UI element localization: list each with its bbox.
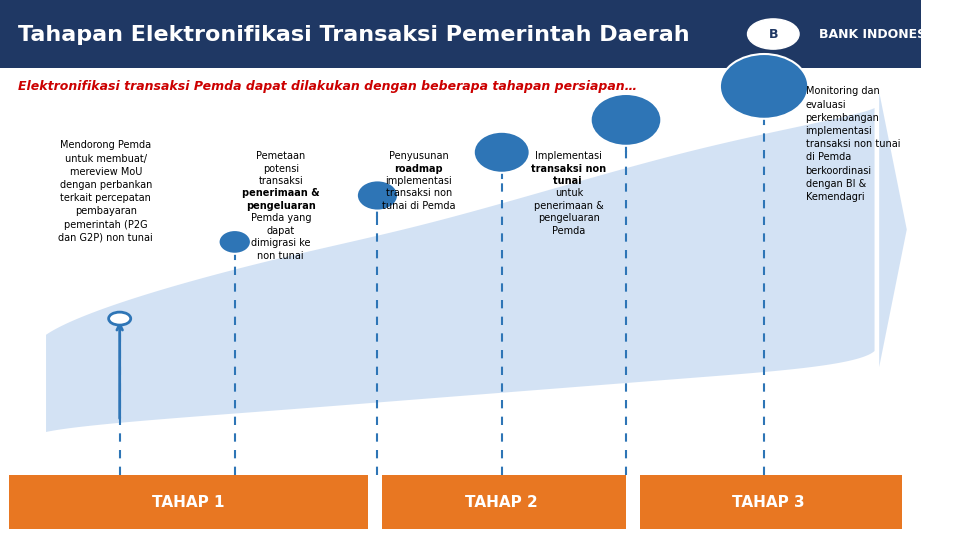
Text: transaksi non: transaksi non — [532, 164, 607, 174]
Text: Pemetaan: Pemetaan — [256, 151, 305, 161]
Circle shape — [108, 312, 131, 325]
FancyBboxPatch shape — [636, 475, 902, 529]
Text: pengeluaran: pengeluaran — [538, 213, 600, 224]
Text: Tahapan Elektronifikasi Transaksi Pemerintah Daerah: Tahapan Elektronifikasi Transaksi Pemeri… — [18, 25, 690, 45]
Text: implementasi: implementasi — [386, 176, 452, 186]
Text: dapat: dapat — [267, 226, 295, 236]
Ellipse shape — [720, 54, 808, 119]
FancyBboxPatch shape — [10, 475, 369, 529]
Text: TAHAP 2: TAHAP 2 — [466, 495, 539, 510]
Text: dimigrasi ke: dimigrasi ke — [251, 238, 310, 248]
Text: untuk: untuk — [555, 188, 583, 199]
Ellipse shape — [219, 230, 251, 254]
Text: transaksi: transaksi — [258, 176, 303, 186]
Text: penerimaan &: penerimaan & — [534, 201, 604, 211]
Text: transaksi non: transaksi non — [386, 188, 452, 199]
Polygon shape — [46, 108, 875, 432]
Text: penerimaan &: penerimaan & — [242, 188, 320, 199]
Text: tunai: tunai — [553, 176, 585, 186]
FancyBboxPatch shape — [0, 0, 921, 68]
Ellipse shape — [357, 180, 398, 211]
Text: Monitoring dan
evaluasi
perkembangan
implementasi
transaksi non tunai
di Pemda
b: Monitoring dan evaluasi perkembangan imp… — [805, 86, 900, 202]
Text: non tunai: non tunai — [257, 251, 304, 261]
Text: potensi: potensi — [263, 164, 299, 174]
Text: Pemda: Pemda — [552, 226, 586, 236]
Circle shape — [748, 19, 799, 49]
Text: Penyusunan: Penyusunan — [389, 151, 448, 161]
Text: TAHAP 3: TAHAP 3 — [732, 495, 805, 510]
Text: roadmap: roadmap — [395, 164, 444, 174]
Ellipse shape — [473, 132, 530, 173]
Text: tunai di Pemda: tunai di Pemda — [382, 201, 456, 211]
Ellipse shape — [590, 94, 661, 146]
Polygon shape — [879, 92, 907, 367]
Text: BANK INDONESIA: BANK INDONESIA — [819, 28, 941, 40]
FancyBboxPatch shape — [377, 475, 626, 529]
FancyBboxPatch shape — [372, 475, 382, 529]
FancyBboxPatch shape — [631, 475, 639, 529]
Text: TAHAP 1: TAHAP 1 — [153, 495, 225, 510]
Text: Mendorong Pemda
untuk membuat/
mereview MoU
dengan perbankan
terkait percepatan
: Mendorong Pemda untuk membuat/ mereview … — [59, 140, 154, 243]
Text: Implementasi: Implementasi — [536, 151, 602, 161]
Text: pengeluaran: pengeluaran — [246, 201, 316, 211]
Text: Elektronifikasi transaksi Pemda dapat dilakukan dengan beberapa tahapan persiapa: Elektronifikasi transaksi Pemda dapat di… — [18, 80, 637, 93]
Text: B: B — [769, 28, 778, 40]
Text: Pemda yang: Pemda yang — [251, 213, 311, 224]
